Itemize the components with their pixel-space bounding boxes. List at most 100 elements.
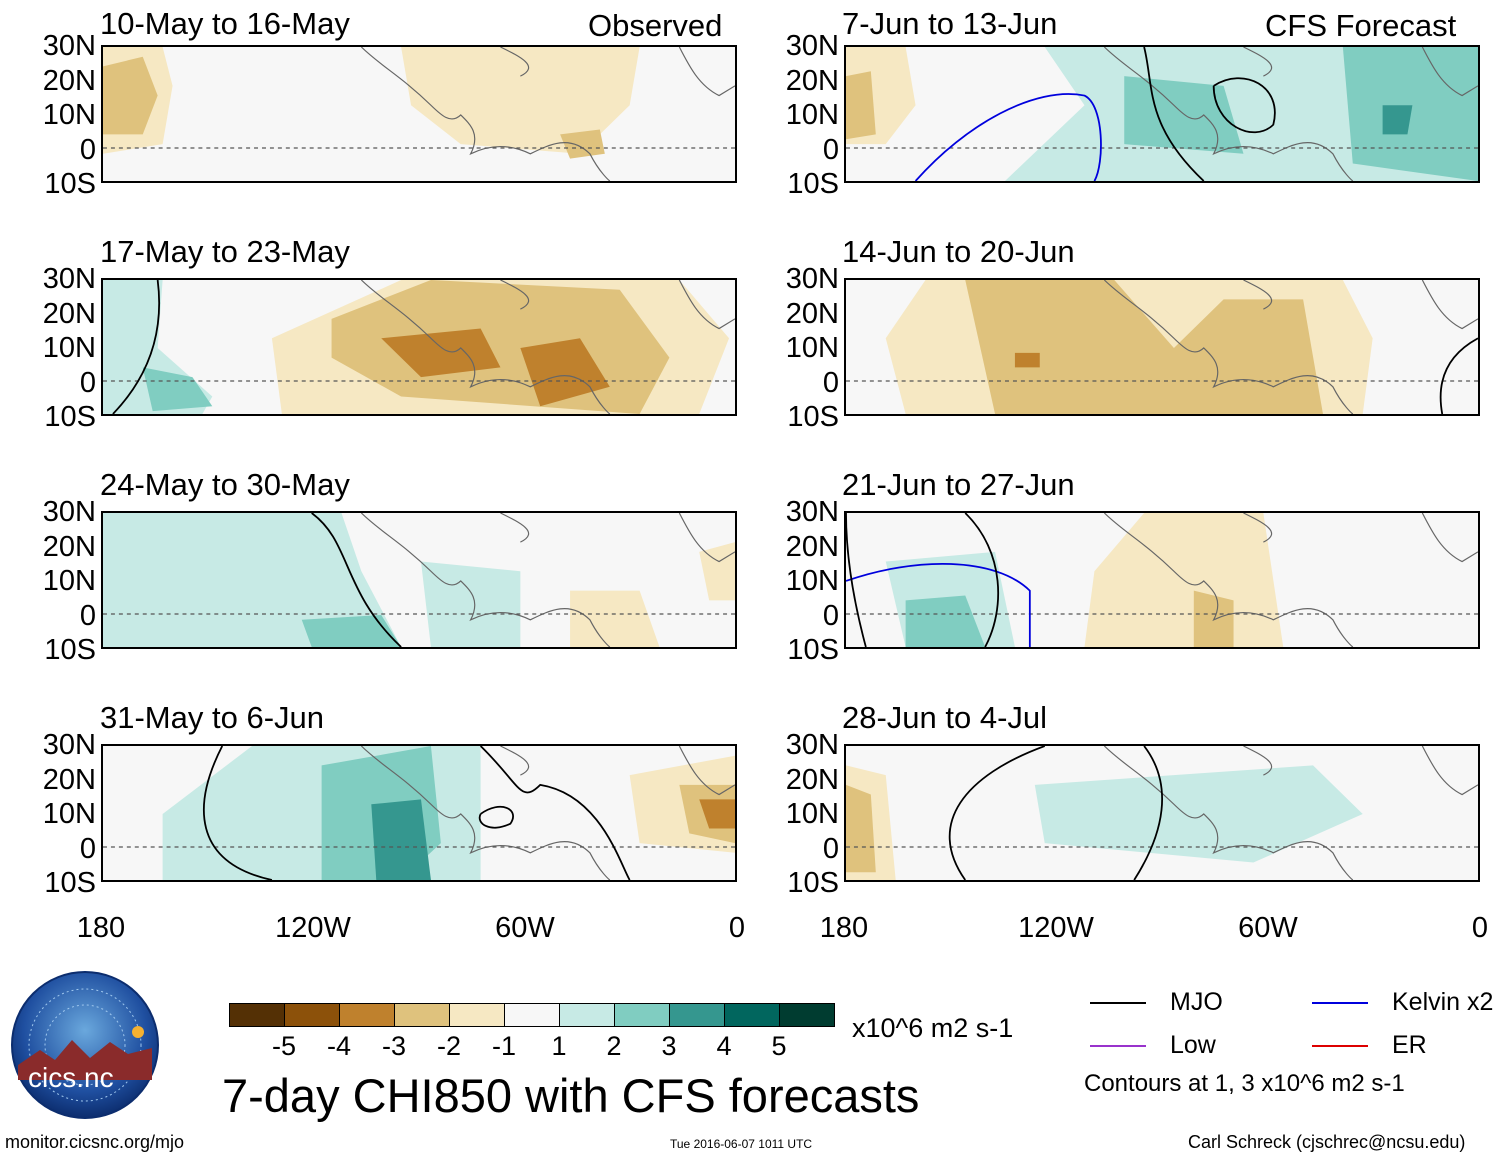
anomaly-region (560, 129, 605, 159)
y-tick-label: 10N (42, 565, 96, 597)
legend-er-line (1312, 1045, 1368, 1047)
y-tick-label: 30N (42, 263, 96, 295)
kelvin-contour (846, 562, 1031, 647)
y-tick-label: 0 (822, 832, 839, 865)
y-tick-label: 30N (42, 30, 96, 62)
colorbar-swatch (394, 1003, 450, 1027)
x-tick-label: 120W (1018, 912, 1094, 944)
anomaly-region (371, 799, 431, 880)
anomaly-region (520, 338, 610, 407)
map-panel-4 (101, 744, 737, 882)
colorbar-swatch (559, 1003, 615, 1027)
x-tick-label: 0 (728, 912, 746, 944)
panel-map-svg (846, 746, 1478, 880)
colorbar-swatch (724, 1003, 780, 1027)
colorbar-level-label: -5 (271, 1031, 296, 1061)
colorbar-swatch (449, 1003, 505, 1027)
colorbar-swatch (284, 1003, 340, 1027)
y-tick-label: 20N (42, 64, 96, 97)
y-tick-label: 0 (79, 832, 96, 865)
colorbar-level-label: -4 (326, 1031, 351, 1061)
anomaly-region (103, 56, 158, 135)
legend-mjo-label: MJO (1170, 988, 1223, 1016)
panel-map-svg (846, 280, 1478, 414)
map-panel-1 (101, 45, 737, 183)
anomaly-region (142, 367, 213, 412)
anomaly-region (1034, 765, 1363, 863)
colorbar-level-label: -1 (491, 1031, 516, 1061)
legend-kelvin-label: Kelvin x2 (1392, 988, 1494, 1016)
mjo-contour (1212, 77, 1276, 134)
coastline (360, 746, 735, 880)
mjo-contour (1143, 47, 1205, 181)
footer-author: Carl Schreck (cjschrec@ncsu.edu) (1188, 1132, 1466, 1152)
y-tick-label: 20N (785, 64, 839, 97)
anomaly-region (401, 47, 640, 154)
x-tick-label: 120W (275, 912, 351, 944)
coastline (360, 513, 735, 647)
anomaly-region (420, 561, 521, 647)
mjo-contour (479, 746, 631, 880)
coastline (1103, 513, 1478, 647)
observed-header: Observed (588, 8, 723, 43)
colorbar-level-label: -2 (436, 1031, 461, 1061)
coastline (1103, 280, 1478, 414)
y-tick-label: 10S (44, 634, 96, 666)
coastline (1103, 746, 1478, 880)
cics-logo: cics.nc (10, 970, 160, 1120)
mjo-contour (1439, 337, 1478, 414)
map-panel-6 (844, 278, 1480, 416)
legend-kelvin-line (1312, 1002, 1368, 1004)
kelvin-contour (914, 93, 1102, 181)
panel-map-svg (103, 47, 735, 181)
y-tick-label: 20N (785, 530, 839, 563)
y-tick-label: 0 (79, 366, 96, 399)
y-tick-label: 10N (42, 798, 96, 830)
coastline (1103, 47, 1478, 181)
map-panel-7 (844, 511, 1480, 649)
mjo-contour (478, 805, 514, 829)
y-tick-label: 30N (785, 496, 839, 528)
coastline (360, 47, 735, 181)
coastline (360, 280, 735, 414)
panel-map-svg (103, 280, 735, 414)
y-tick-label: 10N (785, 99, 839, 131)
mjo-contour (1133, 746, 1163, 880)
x-tick-label: 180 (819, 912, 869, 944)
colorbar-swatch (779, 1003, 835, 1027)
legend-er-label: ER (1392, 1031, 1427, 1059)
colorbar-swatch (339, 1003, 395, 1027)
colorbar-swatch (504, 1003, 560, 1027)
y-tick-label: 30N (785, 729, 839, 761)
colorbar-units: x10^6 m2 s-1 (852, 1013, 1014, 1043)
map-panel-3 (101, 511, 737, 649)
panel-title-3: 24-May to 30-May (100, 467, 350, 502)
map-panel-5 (844, 45, 1480, 183)
colorbar-swatch (614, 1003, 670, 1027)
anomaly-region (699, 799, 735, 829)
panel-title-2: 17-May to 23-May (100, 234, 350, 269)
y-tick-label: 20N (785, 297, 839, 330)
mjo-contour (311, 513, 402, 647)
main-title: 7-day CHI850 with CFS forecasts (222, 1069, 920, 1122)
panel-title-5: 7-Jun to 13-Jun (842, 6, 1058, 41)
legend-low-label: Low (1170, 1031, 1216, 1059)
footer-url: monitor.cicsnc.org/mjo (5, 1132, 185, 1152)
anomaly-region (846, 784, 876, 873)
y-tick-label: 20N (42, 297, 96, 330)
anomaly-region (1382, 105, 1413, 135)
panel-map-svg (103, 746, 735, 880)
x-tick-label: 0 (1471, 912, 1489, 944)
mjo-contour (948, 746, 1046, 880)
mjo-contour (203, 746, 273, 880)
y-tick-label: 20N (785, 763, 839, 796)
footer-timestamp: Tue 2016-06-07 1011 UTC (670, 1137, 813, 1151)
colorbar-swatch (669, 1003, 725, 1027)
y-tick-label: 10S (44, 401, 96, 433)
panel-map-svg (846, 513, 1478, 647)
y-tick-label: 30N (785, 30, 839, 62)
map-panel-2 (101, 278, 737, 416)
x-tick-label: 60W (495, 912, 555, 944)
panel-map-svg (846, 47, 1478, 181)
y-tick-label: 30N (42, 729, 96, 761)
